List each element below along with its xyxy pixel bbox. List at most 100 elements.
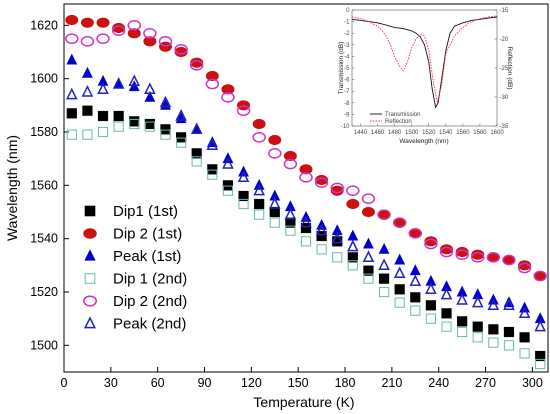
legend-label: Peak (2nd) bbox=[113, 316, 186, 333]
data-point bbox=[535, 358, 546, 370]
data-point bbox=[425, 313, 437, 324]
data-point bbox=[285, 225, 296, 236]
data-point bbox=[205, 78, 220, 90]
data-point bbox=[488, 324, 499, 335]
data-point bbox=[471, 251, 485, 263]
y-tick-label: 1620 bbox=[30, 18, 58, 32]
data-point bbox=[346, 185, 360, 197]
data-point bbox=[206, 138, 219, 151]
data-point bbox=[455, 246, 469, 258]
inset-x-tick-label: 1500 bbox=[405, 130, 419, 136]
data-point bbox=[361, 206, 375, 218]
data-point bbox=[113, 110, 124, 122]
data-point bbox=[268, 197, 281, 209]
data-point bbox=[316, 230, 327, 242]
data-point bbox=[82, 105, 93, 116]
data-point bbox=[393, 266, 406, 279]
data-point bbox=[330, 185, 344, 196]
series-2 bbox=[65, 14, 547, 282]
data-point bbox=[472, 321, 483, 332]
x-tick-label: 180 bbox=[335, 376, 356, 390]
data-point bbox=[237, 170, 250, 183]
data-point bbox=[253, 183, 265, 196]
data-point bbox=[408, 227, 423, 239]
data-point bbox=[378, 242, 390, 254]
data-point bbox=[160, 129, 171, 140]
data-point bbox=[316, 244, 327, 255]
data-point bbox=[487, 298, 500, 311]
data-point bbox=[533, 270, 547, 282]
data-point bbox=[362, 250, 375, 263]
legend-marker bbox=[84, 205, 96, 217]
data-point bbox=[378, 273, 390, 284]
data-point bbox=[300, 236, 312, 247]
data-point bbox=[284, 207, 297, 220]
data-point bbox=[534, 319, 547, 332]
inset-y2-tick-label: -30 bbox=[500, 95, 509, 101]
y-tick-label: 1600 bbox=[30, 72, 58, 86]
data-point bbox=[378, 258, 390, 271]
main-x-axis-title: Temperature (K) bbox=[253, 394, 354, 410]
data-point bbox=[471, 295, 484, 308]
data-point bbox=[143, 36, 157, 47]
data-point bbox=[457, 316, 468, 327]
data-point bbox=[175, 137, 187, 148]
x-tick-label: 150 bbox=[288, 376, 309, 390]
inset-x-tick-label: 1580 bbox=[473, 130, 487, 136]
main-axis-ticks: 0 30 60 90 120 150 180 210 240 270 300150015201540… bbox=[30, 18, 543, 390]
data-point bbox=[299, 164, 313, 175]
inset-x-tick-label: 1560 bbox=[456, 130, 470, 136]
data-point bbox=[175, 109, 187, 121]
data-point bbox=[424, 238, 438, 250]
x-tick-label: 60 bbox=[151, 376, 165, 390]
data-point bbox=[455, 249, 469, 261]
legend-marker bbox=[84, 249, 96, 261]
data-point bbox=[410, 292, 421, 303]
series-6 bbox=[65, 74, 547, 332]
data-point bbox=[424, 236, 438, 247]
data-point bbox=[97, 126, 109, 138]
y-tick-label: 1580 bbox=[30, 125, 58, 139]
main-y-axis-title: Wavelength (nm) bbox=[4, 135, 20, 241]
data-point bbox=[425, 300, 437, 311]
legend-marker bbox=[83, 228, 97, 239]
data-point bbox=[392, 217, 407, 229]
inset-x-tick-label: 1440 bbox=[354, 130, 368, 136]
data-point bbox=[160, 124, 171, 135]
data-point bbox=[66, 53, 78, 65]
legend-label: Peak (1st) bbox=[113, 248, 181, 265]
y-tick-label: 1560 bbox=[30, 178, 58, 192]
data-point bbox=[409, 274, 422, 287]
inset-y2-tick-label: -15 bbox=[500, 8, 509, 14]
data-point bbox=[486, 251, 501, 263]
main-plot-frame bbox=[63, 3, 549, 373]
data-point bbox=[66, 108, 77, 119]
data-point bbox=[441, 308, 452, 319]
data-point bbox=[65, 87, 78, 100]
x-tick-label: 240 bbox=[428, 376, 449, 390]
inset-y-tick-label: 0 bbox=[346, 8, 350, 14]
data-point bbox=[82, 129, 93, 140]
data-point bbox=[269, 217, 280, 228]
data-point bbox=[113, 121, 124, 132]
data-point bbox=[65, 14, 79, 26]
data-point bbox=[96, 17, 110, 28]
data-point bbox=[80, 17, 94, 28]
inset-series-line-1 bbox=[351, 16, 498, 109]
data-point bbox=[439, 246, 454, 258]
y-tick-label: 1520 bbox=[30, 285, 58, 299]
data-point bbox=[283, 158, 298, 170]
data-point bbox=[205, 70, 219, 82]
data-point bbox=[112, 77, 125, 89]
data-point bbox=[81, 85, 94, 97]
data-point bbox=[190, 57, 204, 68]
data-point bbox=[111, 25, 126, 37]
series-5 bbox=[65, 19, 547, 282]
data-point bbox=[535, 350, 546, 362]
data-point bbox=[394, 253, 406, 265]
inset-x-axis-title: Wavelength (nm) bbox=[399, 138, 448, 145]
x-tick-label: 120 bbox=[241, 376, 262, 390]
data-point bbox=[283, 150, 297, 162]
data-point bbox=[518, 260, 532, 271]
data-point bbox=[394, 297, 405, 308]
